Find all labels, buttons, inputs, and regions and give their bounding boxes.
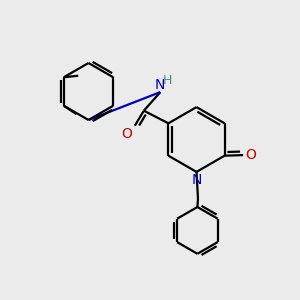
Text: O: O (121, 127, 132, 141)
Text: O: O (246, 148, 256, 162)
Text: N: N (191, 173, 202, 188)
Text: N: N (154, 77, 165, 92)
Text: H: H (163, 74, 172, 87)
